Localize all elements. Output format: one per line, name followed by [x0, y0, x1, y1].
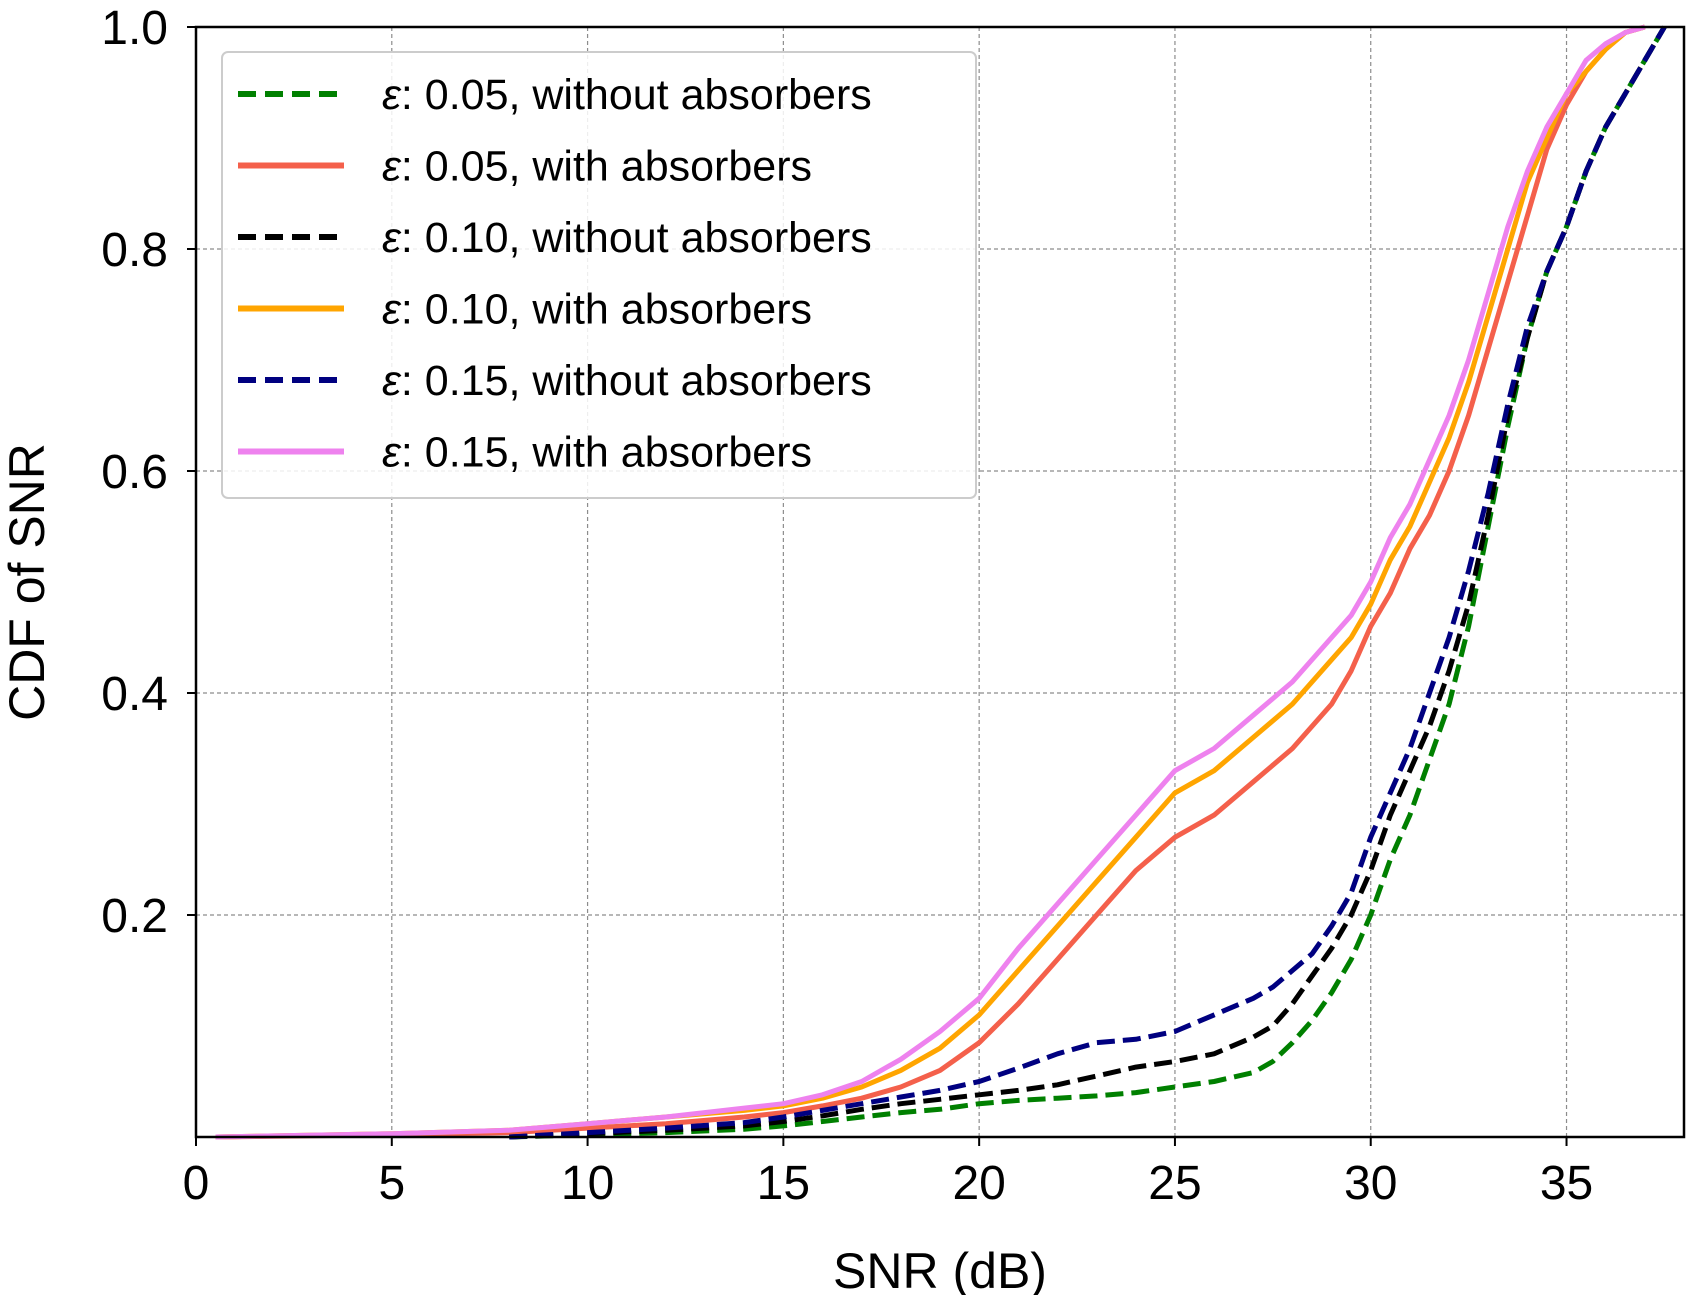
legend-epsilon: ε: [382, 429, 402, 477]
legend-box: [221, 51, 977, 499]
legend-label-1: ε: 0.05, without absorbers: [382, 71, 872, 119]
legend-text: : 0.10, without absorbers: [401, 214, 872, 262]
x-tick-label: 30: [1344, 1157, 1397, 1210]
legend-label-6: ε: 0.15, with absorbers: [382, 429, 812, 477]
legend-text: : 0.15, without absorbers: [401, 357, 872, 405]
legend-epsilon: ε: [382, 357, 402, 405]
y-tick-label: 0.6: [101, 446, 168, 499]
y-tick-label: 0.8: [101, 224, 168, 277]
x-tick-label: 25: [1148, 1157, 1201, 1210]
legend-epsilon: ε: [382, 214, 402, 262]
legend-text: : 0.05, without absorbers: [401, 71, 872, 119]
series-line-2: [215, 24, 1646, 1140]
legend-label-5: ε: 0.15, without absorbers: [382, 357, 872, 405]
y-tick-label: 0.4: [101, 668, 168, 721]
legend-label-2: ε: 0.05, with absorbers: [382, 143, 812, 191]
axis-ticks: 0 5 10 15 20 25 30 35 0.2 0.4 0.6 0.8 1.0: [101, 2, 1593, 1210]
y-axis-label: CDF of SNR: [0, 443, 55, 721]
legend-text: : 0.05, with absorbers: [401, 143, 812, 191]
legend-epsilon: ε: [382, 71, 402, 119]
legend-label-4: ε: 0.10, with absorbers: [382, 286, 812, 334]
legend-text: : 0.10, with absorbers: [401, 286, 812, 334]
x-tick-label: 20: [952, 1157, 1005, 1210]
x-tick-label: 5: [378, 1157, 405, 1210]
plot-frame: [194, 25, 1686, 1139]
legend-label-3: ε: 0.10, without absorbers: [382, 214, 872, 262]
x-axis-label: SNR (dB): [833, 1243, 1047, 1295]
x-tick-label: 10: [561, 1157, 614, 1210]
plot-lines: [215, 24, 1667, 1140]
legend-epsilon: ε: [382, 143, 402, 191]
x-tick-label: 0: [183, 1157, 210, 1210]
x-tick-label: 15: [757, 1157, 810, 1210]
x-tick-label: 35: [1540, 1157, 1593, 1210]
y-tick-label: 0.2: [101, 890, 168, 943]
legend-text: : 0.15, with absorbers: [401, 429, 812, 477]
legend-epsilon: ε: [382, 286, 402, 334]
y-tick-label: 1.0: [101, 2, 168, 55]
series-line-6: [215, 24, 1646, 1140]
series-line-1: [509, 25, 1667, 1140]
series-line-5: [509, 25, 1667, 1140]
